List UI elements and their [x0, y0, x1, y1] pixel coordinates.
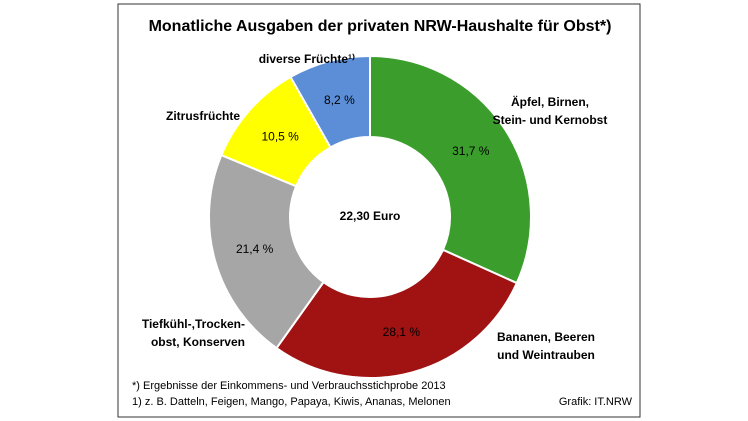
- donut-segment: [208, 153, 325, 350]
- value-label: 10,5 %: [261, 130, 299, 144]
- donut-segment: [369, 54, 532, 285]
- donut-segment: [289, 54, 371, 149]
- value-label: 28,1 %: [383, 325, 421, 339]
- category-label: Bananen, Beeren und Weintrauben: [497, 330, 595, 362]
- value-label: 31,7 %: [452, 144, 490, 158]
- category-label: diverse Früchte¹⁾: [259, 52, 355, 66]
- footnote: 1) z. B. Datteln, Feigen, Mango, Papaya,…: [132, 396, 451, 408]
- donut-segment: [275, 248, 519, 379]
- category-label: Äpfel, Birnen, Stein- und Kernobst: [493, 94, 608, 127]
- source: Grafik: IT.NRW: [559, 396, 633, 408]
- value-label: 8,2 %: [324, 93, 355, 107]
- chart-title: Monatliche Ausgaben der privaten NRW-Hau…: [149, 18, 612, 35]
- footnote: *) Ergebnisse der Einkommens- und Verbra…: [132, 380, 446, 392]
- category-label: Zitrusfrüchte: [166, 109, 240, 123]
- category-label: Tiefkühl-,Trocken-obst, Konserven: [142, 317, 245, 349]
- value-label: 21,4 %: [236, 242, 274, 256]
- center-label: 22,30 Euro: [340, 209, 401, 223]
